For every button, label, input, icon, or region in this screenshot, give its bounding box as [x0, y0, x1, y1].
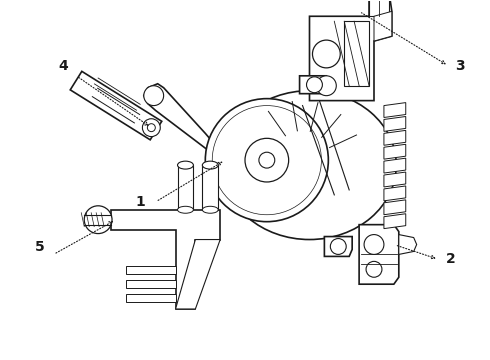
Polygon shape: [359, 225, 399, 284]
Polygon shape: [177, 165, 194, 210]
Polygon shape: [374, 11, 392, 41]
Polygon shape: [384, 117, 406, 131]
Polygon shape: [384, 172, 406, 187]
Circle shape: [307, 77, 322, 93]
Text: 5: 5: [35, 240, 45, 255]
Polygon shape: [111, 210, 220, 309]
Polygon shape: [384, 200, 406, 215]
Polygon shape: [324, 237, 352, 256]
Circle shape: [144, 86, 164, 105]
Ellipse shape: [222, 91, 396, 239]
Polygon shape: [126, 294, 175, 302]
Polygon shape: [384, 144, 406, 159]
Polygon shape: [369, 0, 389, 16]
Text: 3: 3: [456, 59, 465, 73]
Polygon shape: [126, 280, 175, 288]
Circle shape: [366, 261, 382, 277]
Circle shape: [259, 152, 275, 168]
Circle shape: [147, 124, 155, 132]
Ellipse shape: [177, 206, 194, 213]
Polygon shape: [384, 130, 406, 145]
Polygon shape: [175, 239, 220, 309]
Circle shape: [143, 119, 160, 136]
Circle shape: [205, 99, 328, 222]
Polygon shape: [126, 266, 175, 274]
Ellipse shape: [177, 161, 194, 169]
Polygon shape: [399, 235, 416, 255]
Polygon shape: [344, 21, 369, 86]
Ellipse shape: [202, 206, 218, 213]
Circle shape: [245, 138, 289, 182]
Polygon shape: [384, 214, 406, 229]
Circle shape: [225, 118, 309, 202]
Polygon shape: [202, 165, 218, 210]
Text: 1: 1: [136, 195, 146, 209]
Polygon shape: [384, 103, 406, 117]
Text: 4: 4: [58, 59, 68, 73]
Polygon shape: [70, 71, 162, 140]
Polygon shape: [384, 186, 406, 201]
Circle shape: [330, 239, 346, 255]
Text: 2: 2: [445, 252, 455, 266]
Polygon shape: [310, 0, 392, 100]
Circle shape: [212, 105, 321, 215]
Polygon shape: [144, 84, 217, 157]
Circle shape: [313, 40, 340, 68]
Circle shape: [217, 111, 317, 210]
Circle shape: [364, 235, 384, 255]
Polygon shape: [384, 158, 406, 173]
Circle shape: [84, 206, 112, 234]
Circle shape: [317, 76, 336, 96]
Ellipse shape: [202, 161, 218, 169]
Polygon shape: [299, 76, 329, 94]
